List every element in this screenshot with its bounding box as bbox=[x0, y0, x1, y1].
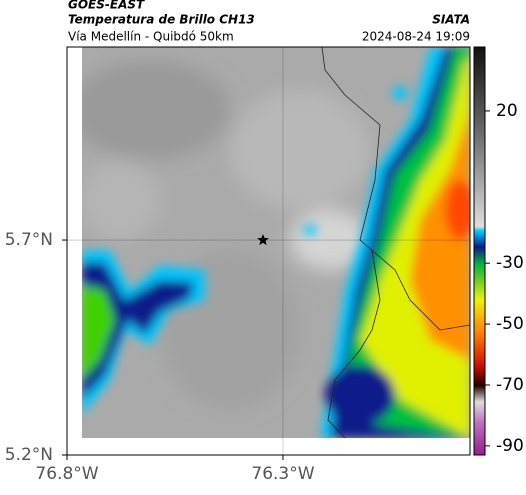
source: GOES-EAST bbox=[68, 0, 145, 12]
product: Temperatura de Brillo CH13 bbox=[68, 13, 255, 27]
colorbar-label: -70 bbox=[496, 375, 524, 395]
colorbar-label: -30 bbox=[496, 253, 524, 273]
x-tick-label: 76.8°W bbox=[35, 464, 98, 484]
map-frame bbox=[66, 46, 471, 456]
colorbar-label: -50 bbox=[496, 314, 524, 334]
datetime: 2024-08-24 19:09 bbox=[362, 30, 470, 44]
colorbar-label: -90 bbox=[496, 436, 524, 456]
city-marker bbox=[257, 234, 269, 246]
agency: SIATA bbox=[432, 13, 470, 27]
y-tick-label: 5.7°N bbox=[5, 230, 53, 250]
y-tick-label: 5.2°N bbox=[5, 445, 53, 465]
satellite-image bbox=[82, 47, 470, 438]
route: Vía Medellín - Quibdó 50km bbox=[68, 30, 234, 44]
colorbar bbox=[473, 46, 486, 456]
colorbar-label: 20 bbox=[496, 101, 518, 121]
x-tick-label: 76.3°W bbox=[251, 464, 314, 484]
